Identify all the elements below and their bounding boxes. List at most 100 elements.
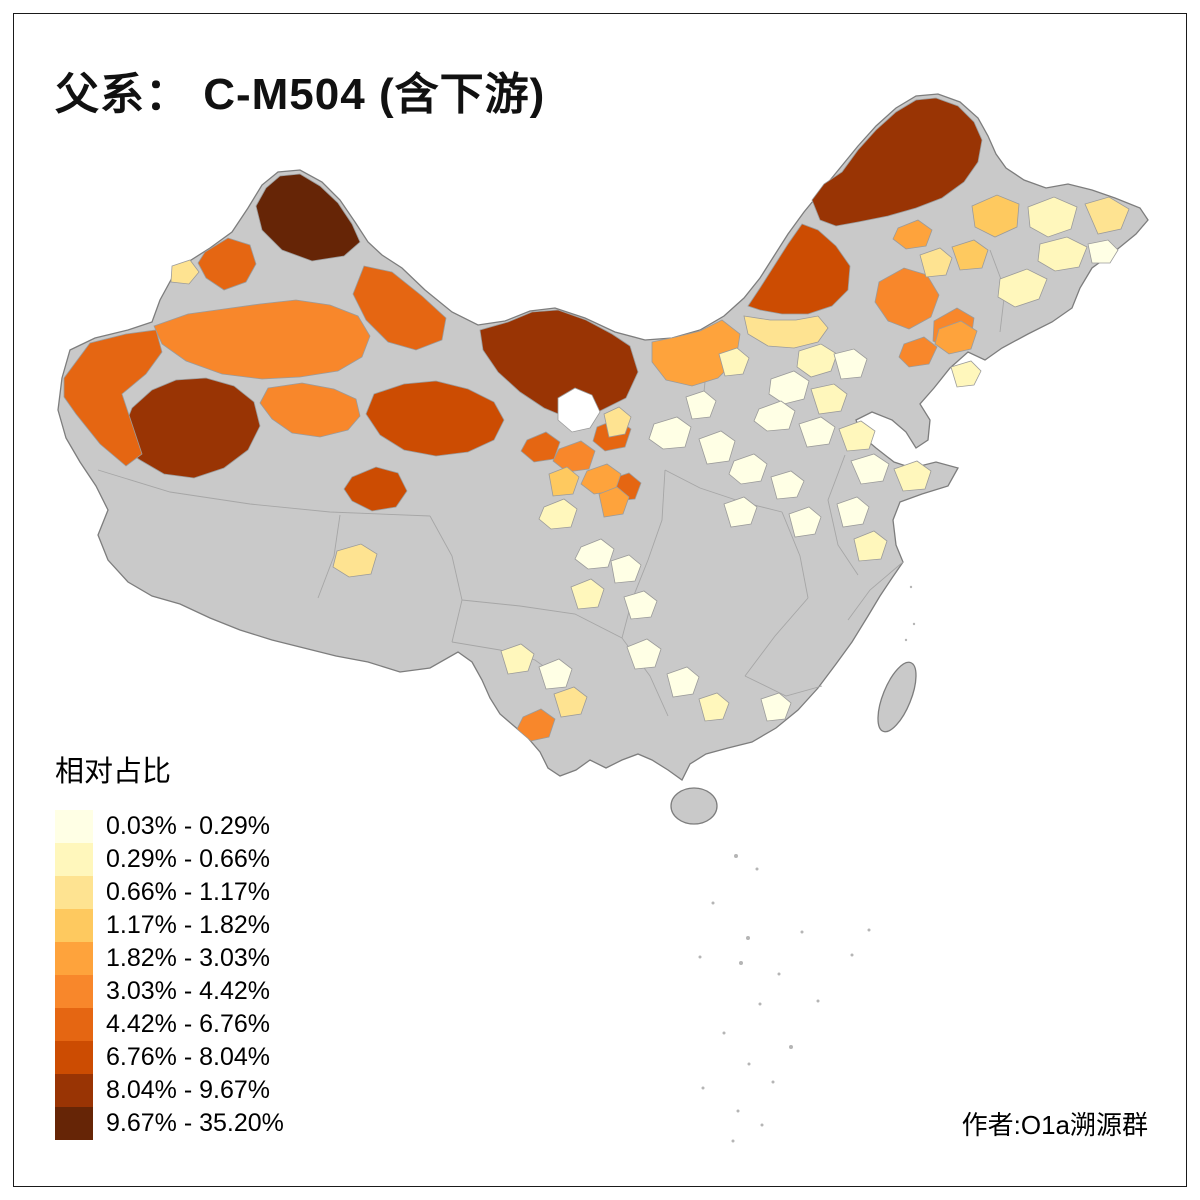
map-region [892,219,933,250]
map-region [723,496,758,528]
map-region [598,486,630,518]
map-region [919,247,953,278]
island-dot [734,854,738,858]
map-region [603,406,632,438]
map-region [626,638,662,670]
legend-row: 1.17% - 1.82% [55,909,284,942]
legend-row: 8.04% - 9.67% [55,1074,284,1107]
map-region [898,336,938,368]
island-dot [771,1080,775,1084]
map-region [570,578,605,610]
legend-title: 相对占比 [55,756,172,788]
island-dot [867,928,871,932]
map-region [1084,196,1130,235]
island-dot [701,1086,705,1090]
legend-swatch [55,843,93,876]
legend-swatch [55,810,93,843]
map-region [255,173,361,262]
map-region [838,420,876,452]
legend-swatch [55,1041,93,1074]
legend-label: 1.17% - 1.82% [106,911,270,939]
legend-row: 6.76% - 8.04% [55,1041,284,1074]
map-region [119,377,261,479]
island-dot [698,955,702,959]
map-region [833,348,868,380]
map-region [798,416,836,448]
map-region [811,97,983,227]
legend-row: 1.82% - 3.03% [55,942,284,975]
legend-swatch [55,975,93,1008]
hainan-island [670,787,718,825]
map-region [950,360,982,388]
map-region [768,370,810,405]
map-region [557,387,601,433]
map-region [553,686,588,718]
legend-swatch [55,909,93,942]
legend-row: 0.03% - 0.29% [55,810,284,843]
map-region [197,237,257,291]
legend-swatch [55,876,93,909]
map-region [788,506,822,538]
legend-label: 8.04% - 9.67% [106,1076,270,1104]
legend-swatch [55,1074,93,1107]
map-region [500,643,535,675]
legend-row: 3.03% - 4.42% [55,975,284,1008]
map-region [153,299,371,380]
colored-regions [63,97,1130,742]
map-region [552,440,596,473]
map-region [971,194,1020,238]
map-region [850,453,890,485]
map-region [760,692,792,722]
map-region [666,666,700,698]
map-region [753,400,796,432]
map-region [365,380,505,457]
map-region [698,430,736,465]
legend-label: 9.67% - 35.20% [106,1109,284,1137]
island-dot [912,622,916,626]
map-region [874,267,940,330]
map-region [479,309,639,419]
south-china-sea-islands [698,585,916,1143]
map-region [170,259,200,285]
legend-row: 4.42% - 6.76% [55,1008,284,1041]
map-region [516,708,556,742]
island-dot [816,999,820,1003]
island-dot [760,1123,764,1127]
map-region [623,590,658,620]
legend-swatch [55,942,93,975]
map-region [352,265,447,351]
island-dot [789,1045,793,1049]
island-dot [909,585,913,589]
legend-label: 3.03% - 4.42% [106,977,270,1005]
map-region [538,498,578,530]
map-region [718,347,750,377]
author-credit: 作者:O1a溯源群 [961,1110,1148,1140]
map-region [610,554,642,584]
map-region [728,453,768,485]
map-region [1087,239,1119,264]
island-dot [777,972,781,976]
map-region [893,460,932,492]
map-region [743,315,829,349]
legend-row: 0.66% - 1.17% [55,876,284,909]
map-region [770,470,805,500]
legend: 相对占比 0.03% - 0.29% 0.29% - 0.66% 0.66% -… [55,748,284,1140]
legend-label: 0.29% - 0.66% [106,845,270,873]
map-region [747,223,851,315]
taiwan-island [877,661,917,733]
map-region [1027,196,1078,238]
island-dot [731,1139,735,1143]
island-dot [758,1002,762,1006]
map-region [548,466,580,497]
map-region [685,390,717,420]
island-dot [739,961,743,965]
legend-label: 0.03% - 0.29% [106,812,270,840]
map-region [934,320,978,355]
map-region [259,382,361,438]
island-dot [904,638,908,642]
island-dot [800,930,804,934]
map-region [997,268,1048,308]
map-region [648,416,692,450]
